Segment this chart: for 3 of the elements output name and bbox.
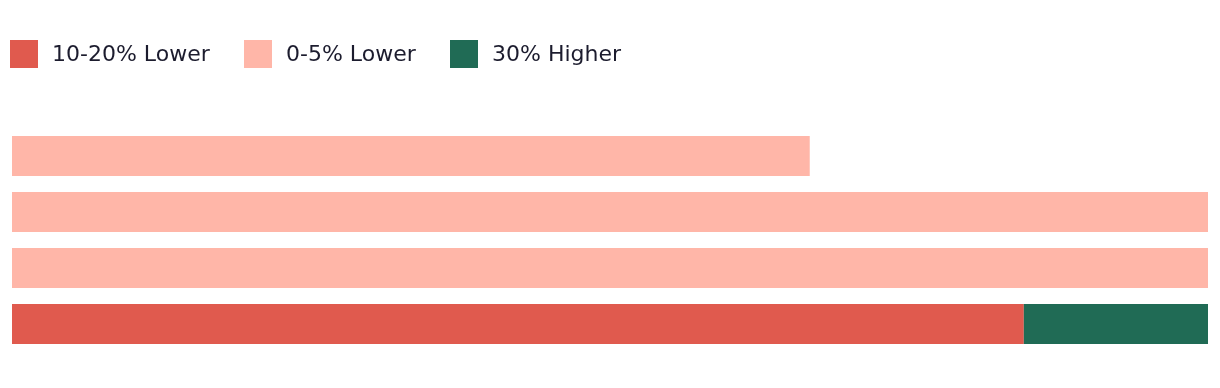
legend-label: 10-20% Lower — [52, 41, 211, 66]
legend-label: 30% Higher — [492, 41, 622, 66]
legend-label: 0-5% Lower — [286, 41, 417, 66]
